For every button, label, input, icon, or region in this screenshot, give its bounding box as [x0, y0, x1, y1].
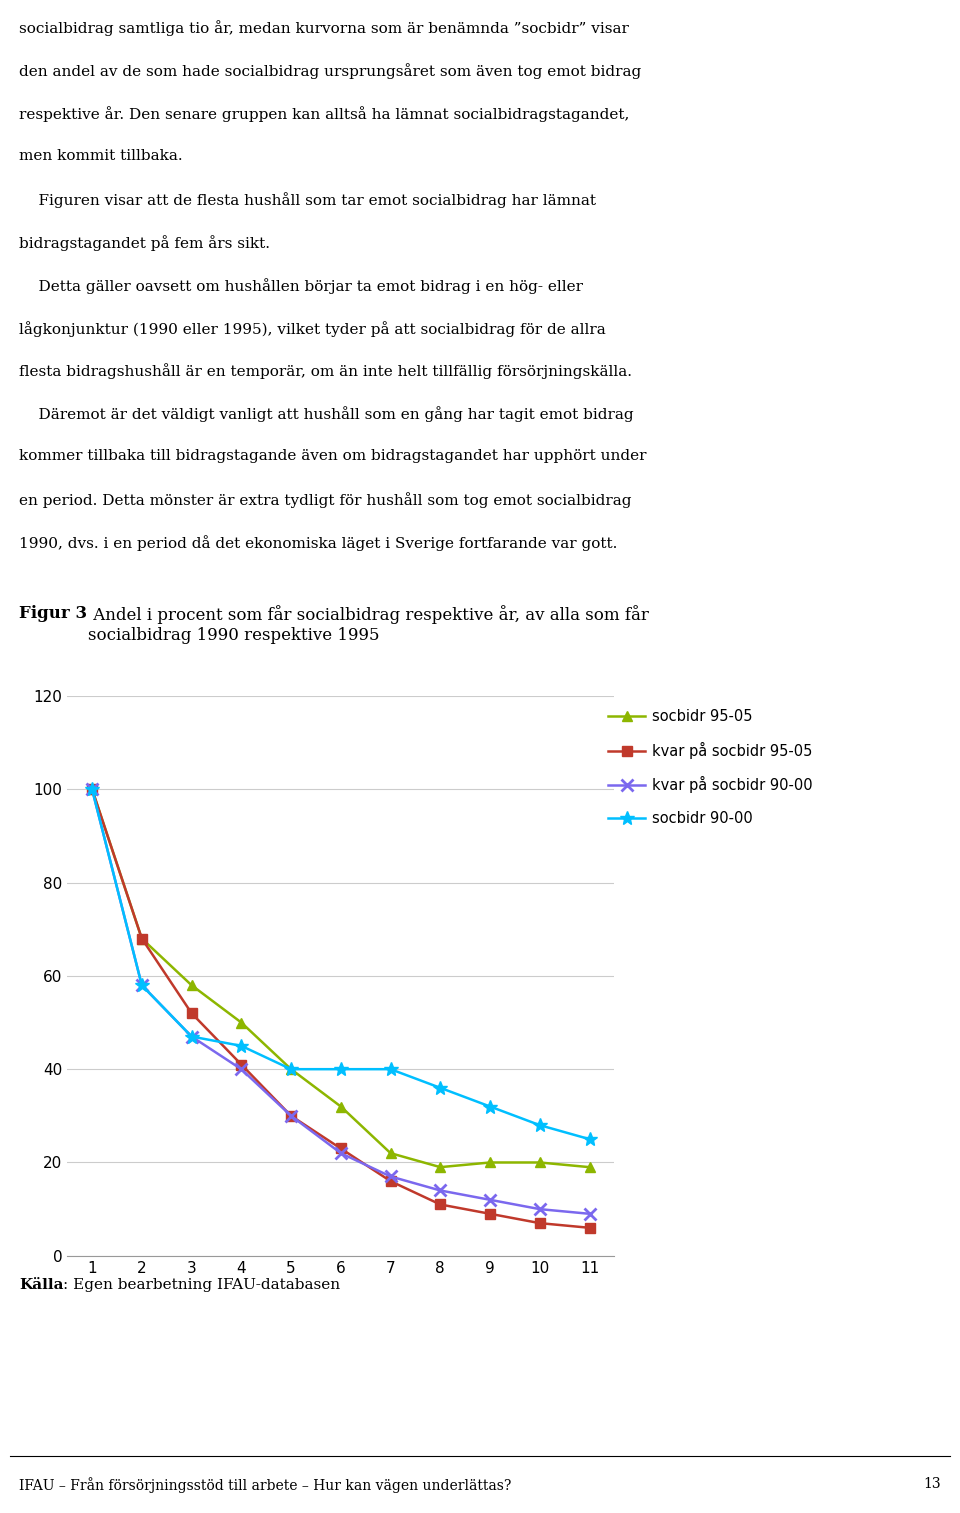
kvar på socbidr 90-00 — [584, 1204, 595, 1223]
socbidr 90-00 — [385, 1061, 396, 1079]
Text: lågkonjunktur (1990 eller 1995), vilket tyder på att socialbidrag för de allra: lågkonjunktur (1990 eller 1995), vilket … — [19, 321, 606, 336]
Legend: socbidr 95-05, kvar på socbidr 95-05, kvar på socbidr 90-00, socbidr 90-00: socbidr 95-05, kvar på socbidr 95-05, kv… — [603, 704, 819, 832]
socbidr 90-00 — [484, 1097, 495, 1115]
kvar på socbidr 90-00 — [86, 781, 98, 799]
socbidr 90-00 — [186, 1027, 198, 1045]
kvar på socbidr 95-05 — [385, 1173, 396, 1191]
Text: IFAU – Från försörjningsstöd till arbete – Hur kan vägen underlättas?: IFAU – Från försörjningsstöd till arbete… — [19, 1477, 512, 1492]
Text: 1990, dvs. i en period då det ekonomiska läget i Sverige fortfarande var gott.: 1990, dvs. i en period då det ekonomiska… — [19, 536, 617, 551]
socbidr 90-00 — [534, 1117, 545, 1135]
kvar på socbidr 90-00 — [385, 1168, 396, 1186]
Line: kvar på socbidr 90-00: kvar på socbidr 90-00 — [86, 784, 595, 1219]
kvar på socbidr 95-05 — [335, 1139, 347, 1157]
kvar på socbidr 95-05 — [136, 929, 148, 947]
Text: Detta gäller oavsett om hushållen börjar ta emot bidrag i en hög- eller: Detta gäller oavsett om hushållen börjar… — [19, 278, 584, 294]
Text: Figuren visar att de flesta hushåll som tar emot socialbidrag har lämnat: Figuren visar att de flesta hushåll som … — [19, 192, 596, 207]
Text: men kommit tillbaka.: men kommit tillbaka. — [19, 150, 182, 163]
socbidr 95-05 — [484, 1153, 495, 1171]
kvar på socbidr 95-05 — [584, 1219, 595, 1238]
kvar på socbidr 95-05 — [285, 1108, 297, 1126]
kvar på socbidr 90-00 — [484, 1191, 495, 1209]
kvar på socbidr 95-05 — [484, 1204, 495, 1223]
Text: Källa: Källa — [19, 1278, 63, 1292]
socbidr 95-05 — [335, 1097, 347, 1115]
Text: respektive år. Den senare gruppen kan alltså ha lämnat socialbidragstagandet,: respektive år. Den senare gruppen kan al… — [19, 106, 630, 123]
Text: Däremot är det väldigt vanligt att hushåll som en gång har tagit emot bidrag: Däremot är det väldigt vanligt att hushå… — [19, 407, 634, 422]
kvar på socbidr 95-05 — [534, 1213, 545, 1232]
socbidr 90-00 — [435, 1079, 446, 1097]
socbidr 90-00 — [235, 1036, 247, 1055]
kvar på socbidr 90-00 — [534, 1200, 545, 1218]
socbidr 90-00 — [86, 781, 98, 799]
socbidr 95-05 — [285, 1061, 297, 1079]
socbidr 95-05 — [584, 1157, 595, 1176]
Text: socialbidrag samtliga tio år, medan kurvorna som är benämnda ”socbidr” visar: socialbidrag samtliga tio år, medan kurv… — [19, 21, 629, 36]
socbidr 90-00 — [136, 976, 148, 994]
socbidr 95-05 — [186, 976, 198, 994]
Text: flesta bidragshushåll är en temporär, om än inte helt tillfällig försörjningskäl: flesta bidragshushåll är en temporär, om… — [19, 363, 633, 380]
Line: socbidr 90-00: socbidr 90-00 — [85, 782, 596, 1147]
Text: den andel av de som hade socialbidrag ursprungsåret som även tog emot bidrag: den andel av de som hade socialbidrag ur… — [19, 64, 641, 79]
Text: Figur 3: Figur 3 — [19, 605, 87, 622]
Text: : Egen bearbetning IFAU-databasen: : Egen bearbetning IFAU-databasen — [63, 1278, 341, 1292]
kvar på socbidr 95-05 — [435, 1195, 446, 1213]
kvar på socbidr 95-05 — [186, 1005, 198, 1023]
socbidr 90-00 — [335, 1061, 347, 1079]
socbidr 95-05 — [534, 1153, 545, 1171]
kvar på socbidr 90-00 — [235, 1061, 247, 1079]
Text: 13: 13 — [924, 1477, 941, 1490]
socbidr 90-00 — [584, 1130, 595, 1148]
kvar på socbidr 90-00 — [136, 976, 148, 994]
kvar på socbidr 90-00 — [186, 1027, 198, 1045]
socbidr 90-00 — [285, 1061, 297, 1079]
socbidr 95-05 — [235, 1014, 247, 1032]
kvar på socbidr 90-00 — [435, 1182, 446, 1200]
Line: socbidr 95-05: socbidr 95-05 — [87, 784, 594, 1173]
kvar på socbidr 95-05 — [86, 781, 98, 799]
Text: kommer tillbaka till bidragstagande även om bidragstagandet har upphört under: kommer tillbaka till bidragstagande även… — [19, 449, 647, 463]
Text: Andel i procent som får socialbidrag respektive år, av alla som får
socialbidrag: Andel i procent som får socialbidrag res… — [88, 605, 649, 645]
Line: kvar på socbidr 95-05: kvar på socbidr 95-05 — [87, 784, 594, 1233]
kvar på socbidr 95-05 — [235, 1056, 247, 1074]
Text: en period. Detta mönster är extra tydligt för hushåll som tog emot socialbidrag: en period. Detta mönster är extra tydlig… — [19, 492, 632, 508]
socbidr 95-05 — [86, 781, 98, 799]
kvar på socbidr 90-00 — [285, 1108, 297, 1126]
kvar på socbidr 90-00 — [335, 1144, 347, 1162]
socbidr 95-05 — [385, 1144, 396, 1162]
Text: bidragstagandet på fem års sikt.: bidragstagandet på fem års sikt. — [19, 235, 270, 251]
socbidr 95-05 — [435, 1157, 446, 1176]
socbidr 95-05 — [136, 929, 148, 947]
